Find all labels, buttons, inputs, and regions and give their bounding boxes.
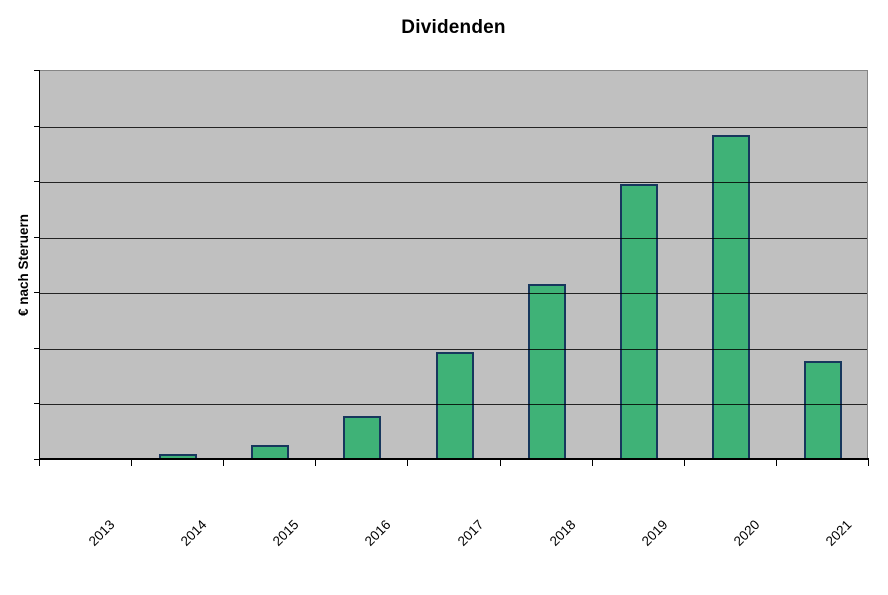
bar — [712, 135, 750, 458]
x-axis-tick — [315, 460, 316, 466]
plot-area — [39, 70, 868, 459]
bar — [528, 284, 566, 458]
x-axis-label: 2016 — [361, 517, 394, 549]
gridline — [40, 182, 867, 183]
y-axis-tick — [34, 292, 39, 293]
chart-title: Dividenden — [401, 17, 506, 38]
bar — [343, 416, 381, 458]
y-axis-tick — [34, 70, 39, 71]
y-axis-tick — [34, 237, 39, 238]
bar — [436, 352, 474, 458]
y-axis-tick — [34, 403, 39, 404]
bar — [159, 454, 197, 458]
bar — [251, 445, 289, 458]
y-axis-tick — [34, 181, 39, 182]
x-axis-label: 2021 — [822, 517, 855, 549]
x-axis-tick — [868, 460, 869, 466]
y-axis-tick — [34, 348, 39, 349]
gridline — [40, 127, 867, 128]
x-axis-label: 2013 — [85, 517, 118, 549]
x-axis-label: 2014 — [177, 517, 210, 549]
gridline — [40, 238, 867, 239]
gridline — [40, 404, 867, 405]
x-axis-label: 2015 — [269, 517, 302, 549]
x-axis-tick — [684, 460, 685, 466]
x-axis-tick — [223, 460, 224, 466]
y-axis — [39, 70, 40, 460]
x-axis-label: 2018 — [546, 517, 579, 549]
x-axis-tick — [131, 460, 132, 466]
gridline — [40, 293, 867, 294]
x-axis-tick — [39, 460, 40, 466]
x-axis-tick — [776, 460, 777, 466]
x-axis-label: 2020 — [730, 517, 763, 549]
y-axis-tick — [34, 126, 39, 127]
x-axis-label: 2019 — [638, 517, 671, 549]
bar — [620, 184, 658, 458]
gridline — [40, 349, 867, 350]
y-axis-title: € nach Steruern — [16, 213, 31, 317]
y-axis-tick — [34, 459, 39, 460]
bar — [804, 361, 842, 458]
x-axis-label: 2017 — [454, 517, 487, 549]
x-axis-tick — [407, 460, 408, 466]
x-axis-tick — [500, 460, 501, 466]
x-axis-tick — [592, 460, 593, 466]
x-axis — [39, 458, 869, 460]
